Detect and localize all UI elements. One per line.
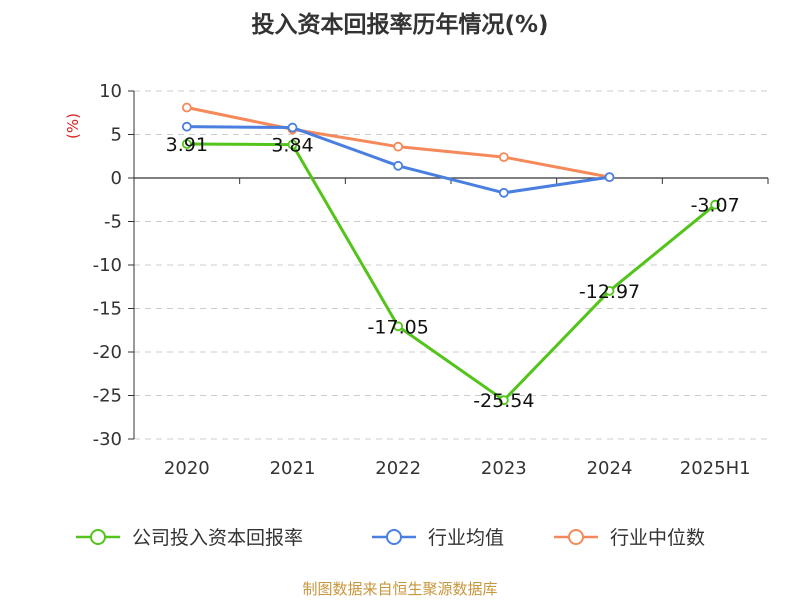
x-tick-label: 2025H1 (680, 458, 751, 479)
series-lines (181, 102, 721, 406)
x-tick-label: 2022 (375, 458, 421, 479)
x-tick-label: 2023 (481, 458, 527, 479)
x-tick-label: 2024 (587, 458, 633, 479)
y-axis-unit-label: (%) (64, 113, 82, 139)
data-point (604, 172, 615, 183)
data-point (604, 285, 615, 296)
legend-marker-icon (568, 529, 584, 545)
y-tick-label: -20 (93, 342, 122, 363)
y-tick-label: -5 (104, 212, 122, 233)
legend-label: 行业均值 (428, 527, 504, 549)
data-point (287, 139, 298, 150)
legend-item[interactable]: 行业均值 (372, 527, 504, 549)
legend-marker-icon (90, 529, 106, 545)
y-tick-label: -15 (93, 299, 122, 320)
chart-title: 投入资本回报率历年情况(%) (251, 11, 548, 38)
y-tick-label: 0 (111, 168, 122, 189)
legend-item[interactable]: 公司投入资本回报率 (76, 527, 303, 549)
y-tick-label: -25 (93, 386, 122, 407)
data-point (498, 152, 509, 163)
x-tick-label: 2021 (270, 458, 316, 479)
legend-label: 公司投入资本回报率 (132, 527, 303, 549)
y-tick-label: 5 (111, 125, 122, 146)
legend-marker-icon (386, 529, 402, 545)
data-labels: 3.91 3.84 -17.05 -25.54 -12.97 -3.07 (166, 134, 740, 412)
x-tick-label: 2020 (164, 458, 210, 479)
data-label: 3.84 (271, 135, 313, 157)
legend[interactable]: 公司投入资本回报率 行业均值 行业中位数 (76, 527, 705, 549)
data-label: -3.07 (691, 195, 740, 217)
data-point (710, 199, 721, 210)
data-label: -17.05 (368, 316, 429, 338)
data-point (393, 160, 404, 171)
legend-item[interactable]: 行业中位数 (554, 527, 705, 549)
source-note: 制图数据来自恒生聚源数据库 (302, 580, 497, 598)
data-point (498, 395, 509, 406)
data-label: 3.91 (166, 134, 208, 156)
series-line (186, 125, 610, 195)
data-point (393, 321, 404, 332)
grid-lines (134, 90, 768, 440)
data-point (181, 102, 192, 113)
data-point (287, 122, 298, 133)
axes: 10 5 0 -5 -10 -15 -20 -25 -30 2020 2021 2022 2023 202… (93, 81, 769, 479)
series-line (186, 142, 717, 402)
legend-label: 行业中位数 (610, 527, 705, 549)
data-point (393, 141, 404, 152)
y-tick-label: 10 (99, 81, 122, 102)
data-label: -12.97 (579, 281, 640, 303)
data-label: -25.54 (473, 390, 534, 412)
y-tick-label: -30 (93, 429, 122, 450)
data-point (181, 139, 192, 149)
y-tick-label: -10 (93, 255, 122, 276)
data-point (181, 121, 192, 132)
data-point (498, 187, 509, 198)
